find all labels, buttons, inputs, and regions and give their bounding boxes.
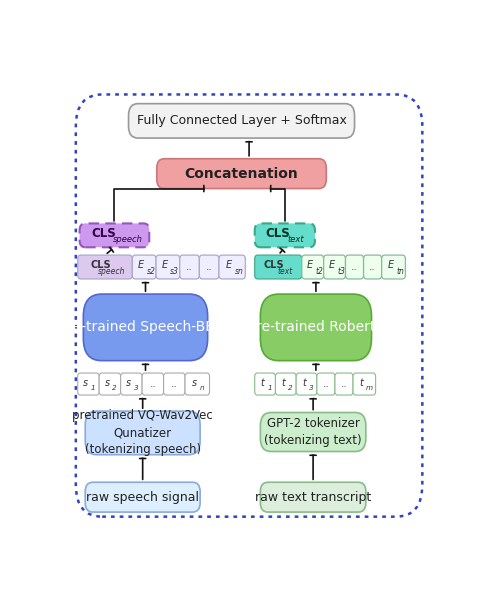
FancyBboxPatch shape — [132, 255, 156, 279]
Text: tn: tn — [397, 266, 404, 276]
FancyBboxPatch shape — [180, 255, 199, 279]
Text: speech: speech — [113, 235, 142, 244]
FancyBboxPatch shape — [78, 373, 99, 395]
Text: t: t — [302, 378, 306, 387]
Text: t2: t2 — [315, 266, 324, 276]
FancyBboxPatch shape — [302, 255, 324, 279]
Text: s3: s3 — [170, 266, 179, 276]
Text: CLS: CLS — [266, 226, 291, 240]
Text: s2: s2 — [146, 266, 156, 276]
Text: s: s — [126, 378, 131, 387]
Text: 1: 1 — [91, 384, 95, 391]
Text: Fully Connected Layer + Softmax: Fully Connected Layer + Softmax — [137, 114, 347, 128]
FancyBboxPatch shape — [185, 373, 209, 395]
Text: raw text transcript: raw text transcript — [255, 491, 371, 504]
Text: t3: t3 — [337, 266, 345, 276]
FancyBboxPatch shape — [260, 294, 371, 361]
Text: Concatenation: Concatenation — [185, 167, 298, 181]
Text: m: m — [365, 384, 372, 391]
Text: ..: .. — [323, 379, 330, 389]
Text: 3: 3 — [309, 384, 313, 391]
FancyBboxPatch shape — [85, 482, 200, 512]
Text: E: E — [226, 260, 232, 270]
FancyBboxPatch shape — [353, 373, 376, 395]
Text: ..: .. — [351, 262, 358, 272]
FancyBboxPatch shape — [199, 255, 219, 279]
Text: text: text — [278, 266, 293, 276]
FancyBboxPatch shape — [128, 104, 354, 138]
FancyBboxPatch shape — [99, 373, 121, 395]
FancyBboxPatch shape — [121, 373, 142, 395]
FancyBboxPatch shape — [85, 411, 200, 455]
Text: E: E — [387, 260, 394, 270]
FancyBboxPatch shape — [80, 224, 149, 247]
FancyBboxPatch shape — [164, 373, 185, 395]
FancyBboxPatch shape — [255, 373, 276, 395]
FancyBboxPatch shape — [219, 255, 245, 279]
Text: 1: 1 — [267, 384, 272, 391]
Text: CLS: CLS — [263, 260, 284, 270]
Text: ..: .. — [150, 379, 156, 389]
Text: s: s — [83, 378, 88, 387]
Text: ..: .. — [369, 262, 376, 272]
Text: 2: 2 — [288, 384, 293, 391]
FancyBboxPatch shape — [260, 482, 366, 512]
Text: E: E — [329, 260, 335, 270]
FancyBboxPatch shape — [255, 224, 315, 247]
Text: ..: .. — [206, 262, 212, 272]
Text: ..: .. — [186, 262, 193, 272]
Text: CLS: CLS — [91, 226, 116, 240]
Text: t: t — [260, 378, 264, 387]
Text: ..: .. — [341, 379, 347, 389]
Text: n: n — [199, 384, 204, 391]
FancyBboxPatch shape — [335, 373, 353, 395]
Text: ..: .. — [171, 379, 178, 389]
Text: s: s — [104, 378, 110, 387]
Text: E: E — [162, 260, 168, 270]
FancyBboxPatch shape — [346, 255, 364, 279]
FancyBboxPatch shape — [364, 255, 382, 279]
FancyBboxPatch shape — [142, 373, 164, 395]
Text: sn: sn — [234, 266, 243, 276]
Text: 3: 3 — [134, 384, 138, 391]
FancyBboxPatch shape — [260, 412, 366, 452]
Text: t: t — [360, 378, 364, 387]
Text: E: E — [307, 260, 313, 270]
Text: E: E — [138, 260, 144, 270]
Text: t: t — [281, 378, 285, 387]
Text: raw speech signal: raw speech signal — [86, 491, 199, 504]
Text: 2: 2 — [112, 384, 117, 391]
Text: Pre-trained Roberta: Pre-trained Roberta — [248, 321, 384, 334]
FancyBboxPatch shape — [382, 255, 405, 279]
FancyBboxPatch shape — [317, 373, 335, 395]
Text: CLS: CLS — [90, 260, 111, 270]
FancyBboxPatch shape — [276, 373, 296, 395]
FancyBboxPatch shape — [296, 373, 317, 395]
Text: text: text — [287, 235, 304, 244]
FancyBboxPatch shape — [255, 255, 302, 279]
Text: Pre-trained Speech-BERT: Pre-trained Speech-BERT — [59, 321, 231, 334]
FancyBboxPatch shape — [324, 255, 346, 279]
Text: speech: speech — [98, 266, 125, 276]
Text: pretrained VQ-Wav2Vec
Qunatizer
(tokenizing speech): pretrained VQ-Wav2Vec Qunatizer (tokeniz… — [72, 409, 213, 457]
Text: s: s — [192, 378, 197, 387]
FancyBboxPatch shape — [157, 159, 326, 188]
Text: GPT-2 tokenizer
(tokenizing text): GPT-2 tokenizer (tokenizing text) — [264, 417, 362, 447]
FancyBboxPatch shape — [78, 255, 132, 279]
FancyBboxPatch shape — [84, 294, 208, 361]
FancyBboxPatch shape — [156, 255, 180, 279]
